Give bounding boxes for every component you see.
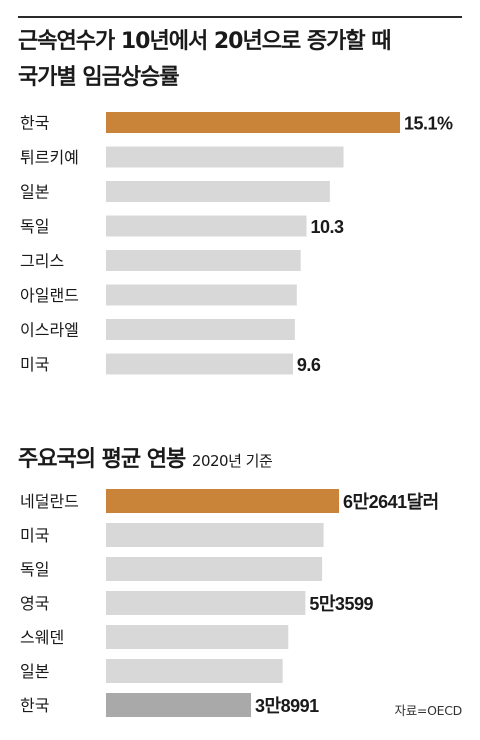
chart2-category-label-0: 네덜란드 [20, 492, 79, 511]
chart2-bar-5 [106, 659, 283, 683]
chart2-bar-3 [106, 591, 306, 615]
chart2-category-label-3: 영국 [20, 594, 49, 613]
chart1-bar-5 [106, 284, 297, 306]
source-note: 자료=OECD [394, 703, 463, 718]
chart1-title: 근속연수가 10년에서 20년으로 증가할 때 국가별 임금상승률 [18, 24, 391, 96]
chart2-category-label-4: 스웨덴 [20, 628, 64, 647]
chart1-category-label-6: 이스라엘 [20, 321, 79, 340]
chart1-bar-4 [106, 250, 301, 271]
chart2-category-label-2: 독일 [20, 560, 49, 579]
chart1-title-line1: 근속연수가 10년에서 20년으로 증가할 때 [18, 29, 391, 54]
chart2-value-label-0: 6만2641달러 [343, 492, 439, 512]
chart1-category-label-5: 아일랜드 [20, 286, 79, 305]
chart2-value-label-3: 5만3599 [309, 594, 373, 614]
chart1-category-label-0: 한국 [20, 114, 49, 133]
chart1-title-line2: 국가별 임금상승률 [18, 65, 180, 90]
chart2-title: 주요국의 평균 연봉 2020년 기준 [18, 442, 273, 479]
chart2-category-label-5: 일본 [20, 662, 49, 681]
chart1-bar-1 [106, 146, 344, 168]
chart1-bar-2 [106, 181, 330, 202]
chart2-bar-0 [106, 489, 339, 513]
chart1-bar-3 [106, 215, 307, 237]
chart1-category-label-4: 그리스 [20, 252, 64, 271]
chart1-value-label-3: 10.3 [311, 217, 345, 237]
chart1-category-label-3: 독일 [20, 217, 49, 236]
chart1-bar-6 [106, 319, 295, 340]
chart2-category-label-6: 한국 [20, 696, 49, 715]
chart2-bar-1 [106, 523, 324, 547]
chart1-category-label-7: 미국 [20, 355, 49, 374]
top-rule [18, 16, 462, 18]
chart2-bar-4 [106, 625, 289, 649]
chart1-value-label-0: 15.1% [404, 114, 453, 134]
chart2-subtitle: 2020년 기준 [191, 452, 273, 470]
chart1-bar-0 [106, 112, 400, 133]
chart2-bar-2 [106, 557, 323, 581]
chart1-bar-7 [106, 353, 293, 375]
chart1-value-label-7: 9.6 [297, 355, 321, 375]
chart2-title-main: 주요국의 평균 연봉 [18, 447, 186, 472]
chart2-bar-6 [106, 693, 252, 717]
chart1-category-label-1: 튀르키예 [20, 148, 79, 167]
chart1-category-label-2: 일본 [20, 183, 49, 202]
chart2-category-label-1: 미국 [20, 526, 49, 545]
chart2-value-label-6: 3만8991 [255, 696, 319, 716]
